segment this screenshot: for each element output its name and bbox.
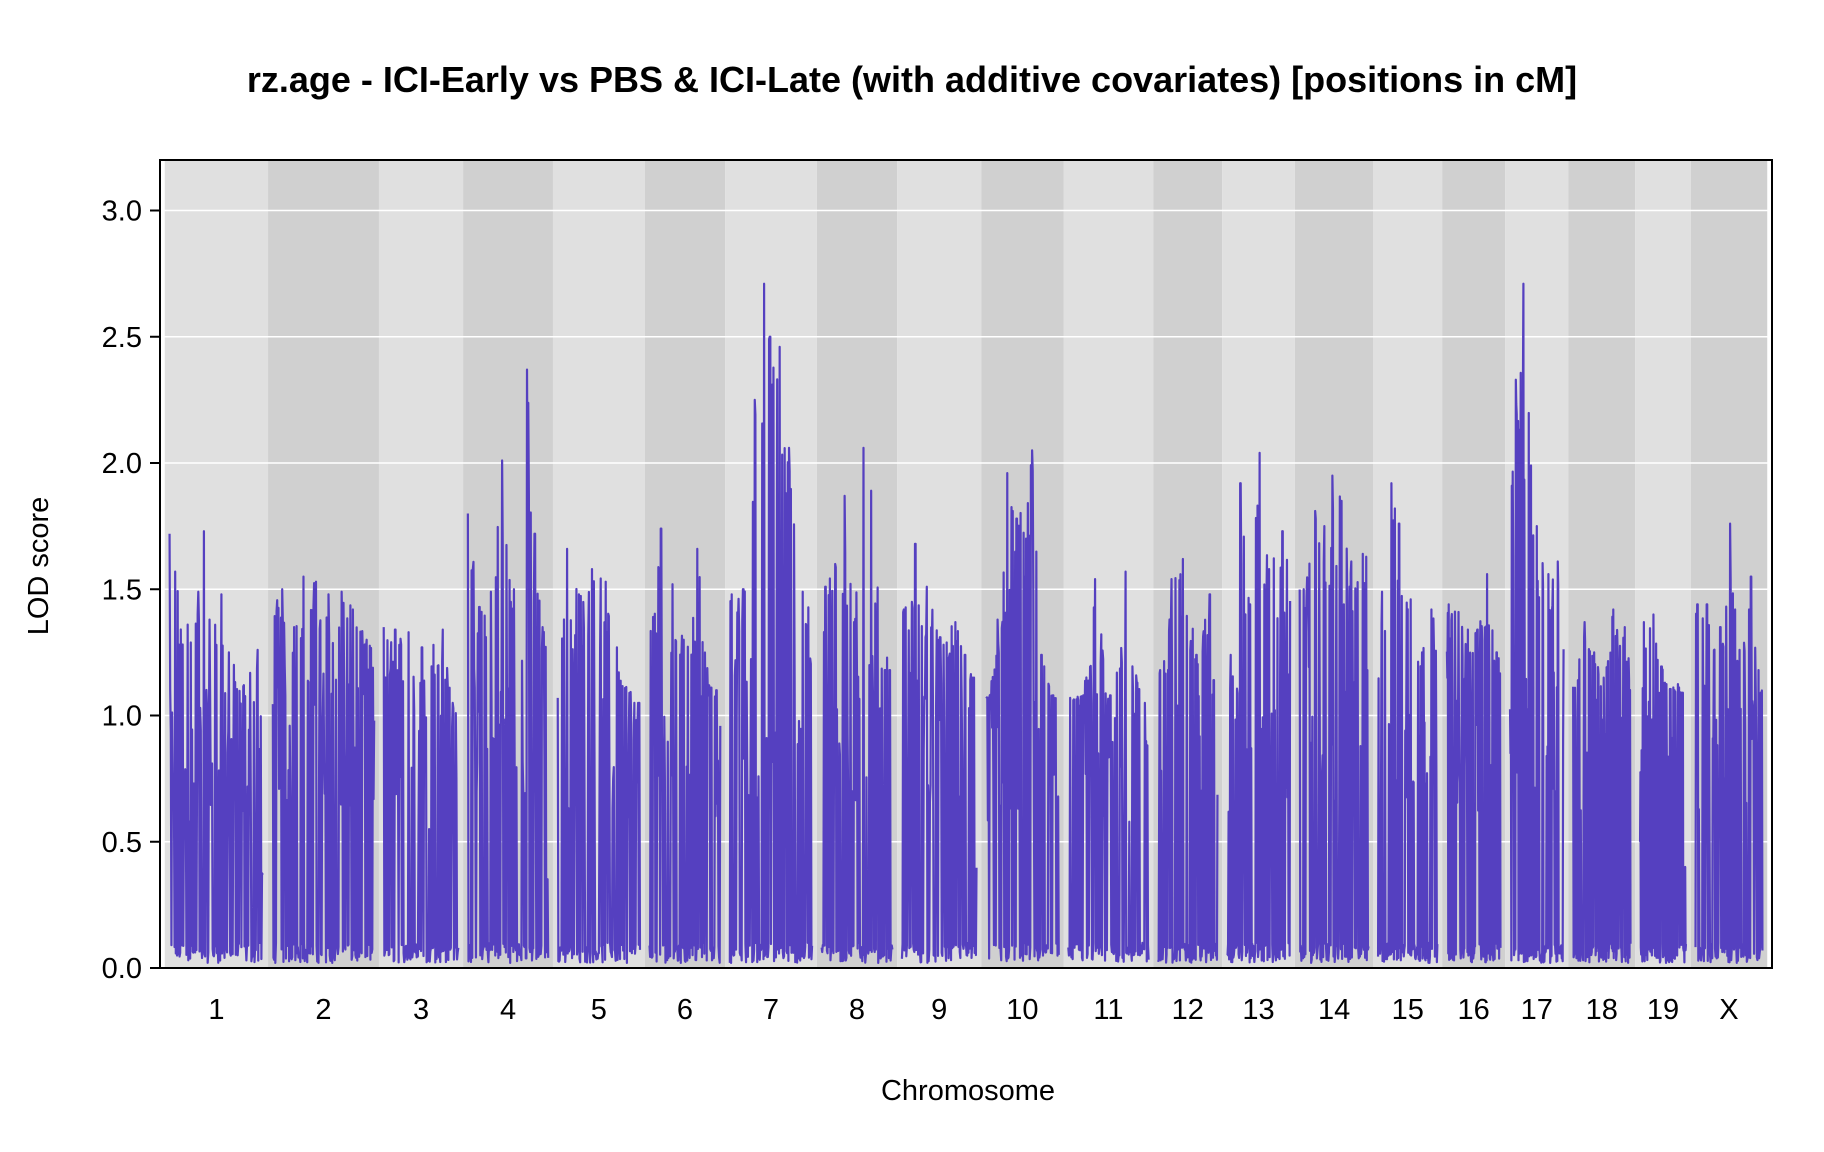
lod-trace-chr-5 (556, 547, 642, 965)
lod-trace-chr-2 (271, 575, 376, 964)
x-tick-label-chr-4: 4 (500, 994, 516, 1026)
lod-trace-chr-1 (168, 530, 264, 964)
x-tick-label-chr-2: 2 (315, 994, 331, 1026)
lod-trace-chr-10 (985, 449, 1060, 963)
lod-traces (168, 282, 1764, 965)
lod-trace-chr-7 (728, 282, 814, 964)
x-tick-label-chr-X: X (1719, 994, 1738, 1026)
lod-trace-chr-16 (1445, 573, 1502, 964)
lod-trace-chr-14 (1298, 474, 1370, 964)
x-tick-label-chr-7: 7 (763, 994, 779, 1026)
lod-trace-chr-13 (1226, 451, 1292, 964)
x-tick-label-chr-12: 12 (1172, 994, 1204, 1026)
lod-trace-chr-X (1694, 522, 1764, 964)
y-tick-label-5: 2.5 (102, 322, 142, 354)
x-tick-label-chr-11: 11 (1093, 994, 1123, 1026)
lod-trace-chr-8 (820, 446, 894, 964)
y-tick-label-3: 1.5 (102, 574, 142, 606)
y-tick-label-1: 0.5 (102, 827, 142, 859)
x-tick-label-chr-18: 18 (1586, 994, 1618, 1026)
x-tick-label-chr-8: 8 (849, 994, 865, 1026)
x-tick-label-chr-14: 14 (1318, 994, 1350, 1026)
x-tick-label-chr-9: 9 (931, 994, 947, 1026)
lod-trace-chr-12 (1157, 557, 1219, 964)
x-tick-label-chr-3: 3 (413, 994, 429, 1026)
x-tick-label-chr-5: 5 (591, 994, 607, 1026)
x-axis-label: Chromosome (881, 1075, 1055, 1107)
lod-trace-chr-15 (1376, 482, 1439, 964)
y-axis: 0.0 0.5 1.0 1.5 2.0 2.5 3.0 (102, 196, 160, 985)
y-tick-label-2: 1.0 (102, 701, 142, 733)
x-tick-label-chr-17: 17 (1521, 994, 1553, 1026)
chart-title: rz.age - ICI-Early vs PBS & ICI-Late (wi… (247, 59, 1577, 100)
lod-trace-chr-11 (1067, 570, 1150, 963)
y-tick-label-0: 0.0 (102, 953, 142, 985)
x-tick-label-chr-6: 6 (677, 994, 693, 1026)
x-tick-label-chr-15: 15 (1392, 994, 1424, 1026)
lod-trace-chr-9 (900, 542, 978, 964)
x-tick-label-chr-16: 16 (1458, 994, 1490, 1026)
lod-trace-chr-6 (648, 527, 722, 964)
lod-trace-chr-4 (466, 368, 550, 965)
y-axis-label: LOD score (23, 497, 55, 636)
lod-trace-chr-18 (1572, 608, 1632, 964)
lod-trace-chr-17 (1508, 282, 1565, 964)
lod-trace-chr-3 (382, 627, 460, 964)
y-tick-label-4: 2.0 (102, 448, 142, 480)
x-tick-label-chr-19: 19 (1647, 994, 1679, 1026)
x-tick-label-chr-10: 10 (1006, 994, 1038, 1026)
x-tick-label-chr-13: 13 (1242, 994, 1274, 1026)
y-tick-label-6: 3.0 (102, 196, 142, 228)
x-axis: 1 2 3 4 5 6 7 8 9 10 11 12 13 14 15 16 17 18 19 X (208, 994, 1738, 1026)
plot-frame (159, 159, 1773, 969)
x-tick-label-chr-1: 1 (208, 994, 224, 1026)
lod-trace-chr-19 (1638, 613, 1688, 964)
